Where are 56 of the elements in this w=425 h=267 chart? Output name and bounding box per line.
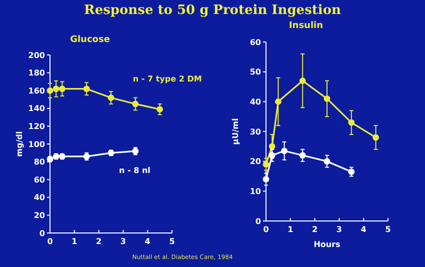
x-axis-title: Hours <box>314 240 341 249</box>
y-tick-label: 60 <box>250 38 262 47</box>
y-tick-label: 20 <box>250 157 262 166</box>
y-tick-label: 50 <box>250 68 262 77</box>
point <box>299 78 306 84</box>
y-tick-label: 0 <box>255 216 262 226</box>
x-tick-label: 3 <box>120 237 126 246</box>
y-tick-label: 100 <box>28 140 46 149</box>
point <box>156 106 163 112</box>
y-tick-label: 30 <box>250 127 262 136</box>
point <box>372 134 379 141</box>
x-tick-label: 4 <box>144 237 151 246</box>
point <box>108 94 114 101</box>
y-tick-label: 140 <box>28 104 46 114</box>
text: Response to 50 g Protein Ingestion <box>84 3 342 18</box>
x-tick-label: 2 <box>312 225 318 234</box>
point <box>299 152 306 159</box>
y-axis-title: mg/dl <box>15 131 24 157</box>
point <box>59 86 66 92</box>
point <box>52 86 60 92</box>
y-tick-label: 20 <box>34 211 46 220</box>
y-tick-label: 40 <box>34 193 46 202</box>
y-tick-label: 40 <box>250 97 262 106</box>
y-axis-title: μU/ml <box>231 118 240 145</box>
point <box>348 168 355 175</box>
y-tick-label: 60 <box>34 175 46 184</box>
y-tick-label: 80 <box>34 158 46 167</box>
text: n - 7 type 2 DM <box>132 74 202 84</box>
point <box>262 161 270 168</box>
chart-subtitle: Glucose <box>70 35 110 45</box>
y-tick-label: 200 <box>28 50 46 60</box>
point <box>281 148 288 154</box>
x-tick-label: 1 <box>288 225 294 234</box>
point <box>132 100 139 108</box>
point <box>348 119 355 126</box>
point <box>324 95 330 102</box>
chart-subtitle: Insulin <box>288 21 324 31</box>
x-tick-label: 2 <box>96 237 102 246</box>
x-tick-label: 4 <box>360 225 367 234</box>
x-tick-label: 0 <box>47 237 54 246</box>
x-tick-label: 5 <box>385 225 392 234</box>
x-tick-label: 5 <box>169 237 176 246</box>
x-tick-label: 3 <box>336 225 342 234</box>
y-tick-label: 160 <box>28 86 46 96</box>
x-tick-label: 0 <box>263 225 270 234</box>
point <box>46 87 54 94</box>
y-tick-label: 10 <box>250 186 262 196</box>
point <box>324 158 330 165</box>
point <box>262 176 270 182</box>
y-tick-label: 120 <box>28 122 46 131</box>
point <box>46 156 54 162</box>
y-tick-label: 180 <box>28 68 46 78</box>
series-label: n - 8 nl <box>119 166 151 176</box>
x-tick-label: 1 <box>72 237 78 246</box>
point <box>275 98 282 105</box>
point <box>83 86 90 92</box>
